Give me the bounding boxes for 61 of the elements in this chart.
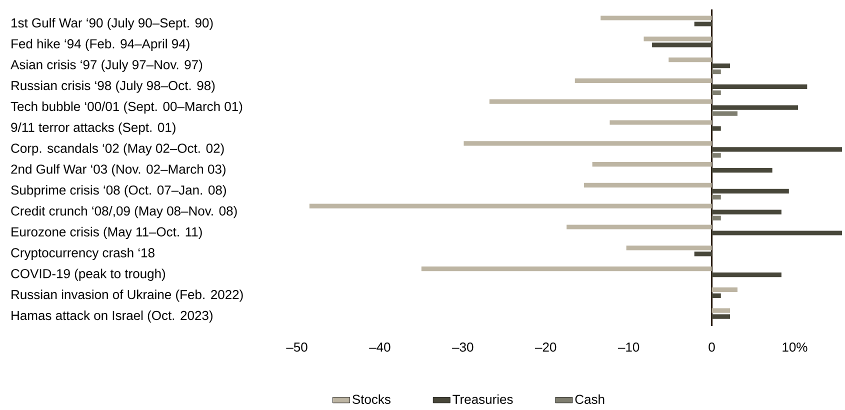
- y-tick-label: Credit crunch ‘08/,09 (May 08–Nov. 08): [11, 206, 237, 218]
- y-tick-label: Corp. scandals ‘02 (May 02–Oct. 02): [11, 143, 224, 156]
- bar: [644, 36, 712, 42]
- bar: [712, 90, 721, 96]
- x-tick-label: –20: [535, 342, 556, 352]
- y-tick-label: Russian invasion of Ukraine (Feb. 2022): [12, 290, 243, 302]
- bar: [712, 84, 808, 90]
- y-tick-label: Asian crisis ‘97 (July 97–Nov. 97): [10, 60, 202, 72]
- bar: [694, 252, 712, 256]
- bar: [712, 189, 789, 194]
- y-tick-label: 9/11 terror attacks (Sept. 01): [11, 122, 176, 135]
- bar: [712, 272, 782, 278]
- y-tick-label: 2nd Gulf War ‘03 (Nov. 02–March 03): [11, 164, 226, 176]
- bar: [712, 195, 721, 200]
- bar: [712, 314, 730, 320]
- bar: [464, 141, 712, 146]
- y-tick-label: Subprime crisis ‘08 (Oct. 07–Jan. 08): [11, 185, 226, 198]
- x-tick-label: –10: [618, 342, 640, 352]
- y-tick-label: 1st Gulf War ‘90 (July 90–Sept. 90): [12, 18, 213, 30]
- bar: [566, 224, 712, 230]
- bar: [712, 70, 721, 74]
- x-tick-label: 10%: [782, 342, 808, 352]
- x-tick-label: –40: [369, 342, 390, 352]
- y-tick-label: Fed hike ‘94 (Feb. 94–April 94): [12, 38, 190, 52]
- bar: [489, 99, 712, 104]
- y-tick-label: Cryptocurrency crash ‘18: [11, 248, 154, 260]
- legend-label: Stocks: [352, 394, 390, 404]
- y-tick-label: Eurozone crisis (May 11–Oct. 11): [12, 227, 202, 240]
- bar: [712, 210, 782, 215]
- bar: [712, 294, 721, 298]
- bar: [712, 111, 738, 116]
- x-tick-label: 0: [708, 342, 715, 352]
- bar: [592, 162, 712, 167]
- bar: [712, 105, 798, 110]
- y-tick-label: Hamas attack on Israel (Oct. 2023): [12, 310, 212, 323]
- bar: [421, 266, 712, 272]
- bar: [712, 147, 842, 152]
- bar: [584, 183, 712, 188]
- bar: [610, 120, 712, 125]
- bar: [712, 308, 730, 314]
- bar: [600, 16, 712, 20]
- y-tick-label: COVID-19 (peak to trough): [11, 268, 166, 281]
- bar: [712, 168, 772, 173]
- bar: [652, 42, 712, 48]
- bar: [712, 153, 721, 158]
- legend-label: Treasuries: [452, 394, 513, 404]
- legend-label: Cash: [575, 394, 604, 404]
- bar: [574, 78, 712, 84]
- bar: [712, 126, 721, 131]
- bar: [668, 58, 712, 62]
- bar: [712, 216, 721, 221]
- bar: [712, 288, 738, 292]
- x-tick-label: –30: [452, 342, 474, 352]
- y-tick-label: Tech bubble ‘00/01 (Sept. 00–March 01): [10, 102, 242, 114]
- bar: [694, 22, 712, 26]
- x-tick-label: –50: [286, 342, 308, 352]
- bar: [626, 246, 712, 250]
- bar: [712, 230, 842, 236]
- bar: [309, 204, 712, 209]
- y-tick-label: Russian crisis ‘98 (July 98–Oct. 98): [12, 80, 215, 93]
- bar: [712, 64, 730, 68]
